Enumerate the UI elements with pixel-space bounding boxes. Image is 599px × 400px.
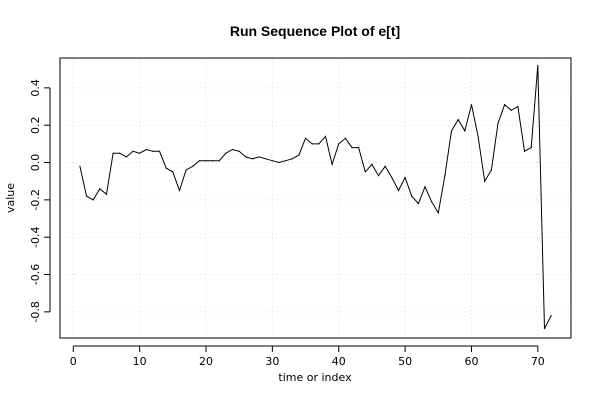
data-point bbox=[351, 147, 353, 149]
data-point bbox=[258, 156, 260, 158]
data-point bbox=[231, 148, 234, 151]
data-point bbox=[437, 212, 439, 214]
data-point bbox=[298, 154, 300, 156]
data-point bbox=[384, 165, 386, 167]
grid bbox=[60, 58, 571, 338]
data-point bbox=[139, 152, 141, 154]
x-tick-label: 70 bbox=[531, 355, 545, 368]
series-layer bbox=[79, 64, 552, 330]
data-point bbox=[364, 171, 366, 173]
y-tick-label: 0.2 bbox=[29, 116, 42, 134]
data-point bbox=[344, 137, 346, 139]
x-tick-label: 20 bbox=[199, 355, 213, 368]
data-point bbox=[417, 203, 419, 205]
data-point bbox=[119, 152, 121, 154]
data-point bbox=[85, 195, 88, 197]
data-point bbox=[358, 147, 360, 149]
data-point bbox=[218, 160, 220, 162]
data-point bbox=[185, 169, 187, 171]
data-point bbox=[79, 165, 81, 167]
data-point bbox=[457, 119, 459, 121]
y-axis-label: value bbox=[4, 183, 17, 213]
data-point bbox=[99, 188, 101, 190]
data-point bbox=[424, 186, 426, 188]
data-point bbox=[510, 109, 512, 111]
data-point bbox=[543, 328, 546, 330]
x-tick-label: 10 bbox=[133, 355, 147, 368]
data-point bbox=[112, 152, 114, 154]
data-point bbox=[278, 161, 280, 164]
y-tick-label: -0.8 bbox=[29, 301, 42, 322]
data-point bbox=[304, 137, 307, 139]
data-point bbox=[285, 160, 287, 162]
data-point bbox=[470, 104, 473, 106]
data-point bbox=[158, 150, 161, 152]
data-point bbox=[205, 160, 207, 162]
data-point bbox=[311, 143, 313, 145]
x-tick-label: 60 bbox=[464, 355, 478, 368]
data-point bbox=[377, 175, 380, 177]
data-point bbox=[92, 199, 94, 201]
data-point bbox=[450, 130, 453, 132]
data-point bbox=[165, 167, 167, 169]
data-point bbox=[245, 156, 247, 158]
data-point bbox=[238, 150, 240, 152]
data-point bbox=[484, 180, 486, 182]
y-tick-label: -0.6 bbox=[29, 264, 42, 285]
data-point bbox=[105, 193, 108, 195]
data-point bbox=[537, 64, 539, 67]
x-axis-label: time or index bbox=[278, 371, 352, 384]
data-point bbox=[517, 105, 519, 108]
data-point bbox=[318, 143, 320, 145]
data-point bbox=[145, 148, 147, 151]
data-point bbox=[132, 150, 134, 152]
data-point bbox=[331, 163, 333, 165]
x-tick-label: 50 bbox=[398, 355, 412, 368]
x-tick-label: 30 bbox=[265, 355, 279, 368]
data-point bbox=[411, 195, 413, 197]
axes: 0 10 20 30 40 50 60 70 -0.8 -0.6 -0.4 -0.2 0.0 0.2 0.4 bbox=[29, 79, 545, 368]
data-point bbox=[391, 176, 393, 179]
data-point bbox=[198, 160, 200, 162]
data-point bbox=[125, 156, 127, 158]
data-point bbox=[225, 152, 227, 154]
chart-title: Run Sequence Plot of e[t] bbox=[230, 23, 400, 39]
series-line bbox=[79, 65, 552, 329]
data-point bbox=[371, 163, 373, 165]
data-point bbox=[212, 160, 214, 162]
y-tick-label: -0.2 bbox=[29, 189, 42, 210]
plot-box bbox=[59, 57, 572, 339]
data-point bbox=[464, 130, 466, 132]
y-tick-label: 0.0 bbox=[29, 154, 42, 172]
x-tick-label: 0 bbox=[70, 355, 77, 368]
data-point bbox=[504, 104, 506, 106]
data-point bbox=[152, 150, 154, 152]
y-tick-label: 0.4 bbox=[29, 79, 42, 97]
data-point bbox=[265, 158, 267, 160]
data-point bbox=[338, 143, 340, 145]
y-tick-label: -0.4 bbox=[29, 226, 42, 247]
data-point bbox=[271, 160, 273, 162]
x-tick-label: 40 bbox=[332, 355, 346, 368]
data-point bbox=[178, 189, 181, 192]
data-point bbox=[530, 147, 532, 149]
data-point bbox=[550, 315, 552, 317]
data-point bbox=[404, 176, 406, 179]
data-point bbox=[444, 175, 446, 177]
data-point bbox=[192, 165, 194, 167]
data-point bbox=[397, 189, 400, 192]
data-point bbox=[490, 169, 492, 171]
data-point bbox=[497, 122, 499, 124]
data-point bbox=[291, 158, 293, 160]
data-point bbox=[431, 201, 433, 203]
data-point bbox=[523, 150, 526, 152]
data-point bbox=[477, 135, 479, 137]
data-point bbox=[251, 158, 254, 160]
data-point bbox=[324, 135, 327, 137]
data-point bbox=[172, 171, 174, 173]
